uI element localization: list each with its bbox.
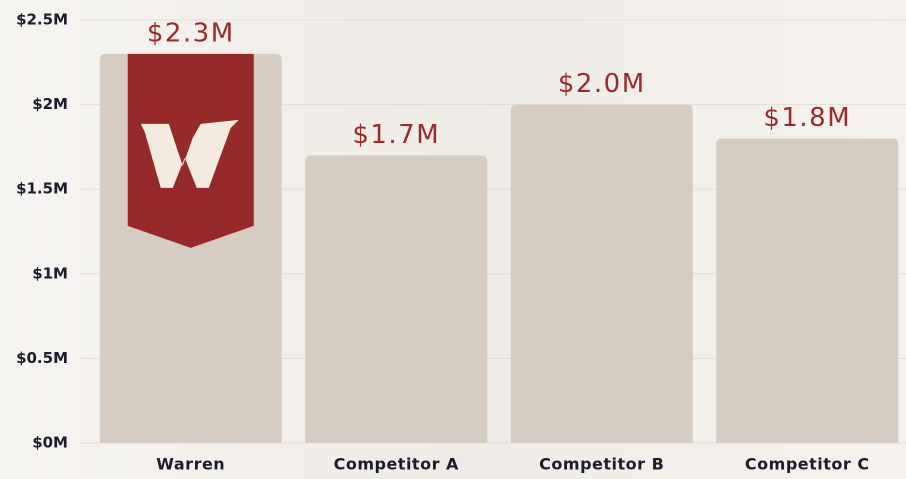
x-tick-label: Competitor B	[539, 455, 664, 474]
y-tick-label: $2.5M	[16, 11, 68, 29]
y-tick-label: $1.5M	[16, 180, 68, 198]
logo-w	[140, 119, 239, 188]
bar	[716, 138, 899, 443]
labels: $0M $0.5M $1M $1.5M $2M $2.5M Warren $2.3M Compe…	[16, 11, 870, 474]
y-tick-label: $0M	[32, 434, 68, 452]
x-tick-label: Competitor C	[745, 455, 870, 474]
x-tick-label: Competitor A	[334, 455, 459, 474]
x-tick-label: Warren	[156, 455, 225, 474]
value-label: $1.8M	[763, 103, 851, 133]
bar	[305, 155, 488, 444]
y-tick-label: $1M	[32, 264, 68, 282]
value-label: $2.3M	[147, 18, 235, 48]
logo-banner	[127, 53, 254, 248]
y-tick-label: $2M	[32, 95, 68, 113]
value-label: $1.7M	[352, 120, 440, 150]
y-tick-label: $0.5M	[16, 349, 68, 367]
bar	[510, 104, 693, 443]
value-label: $2.0M	[558, 69, 646, 99]
